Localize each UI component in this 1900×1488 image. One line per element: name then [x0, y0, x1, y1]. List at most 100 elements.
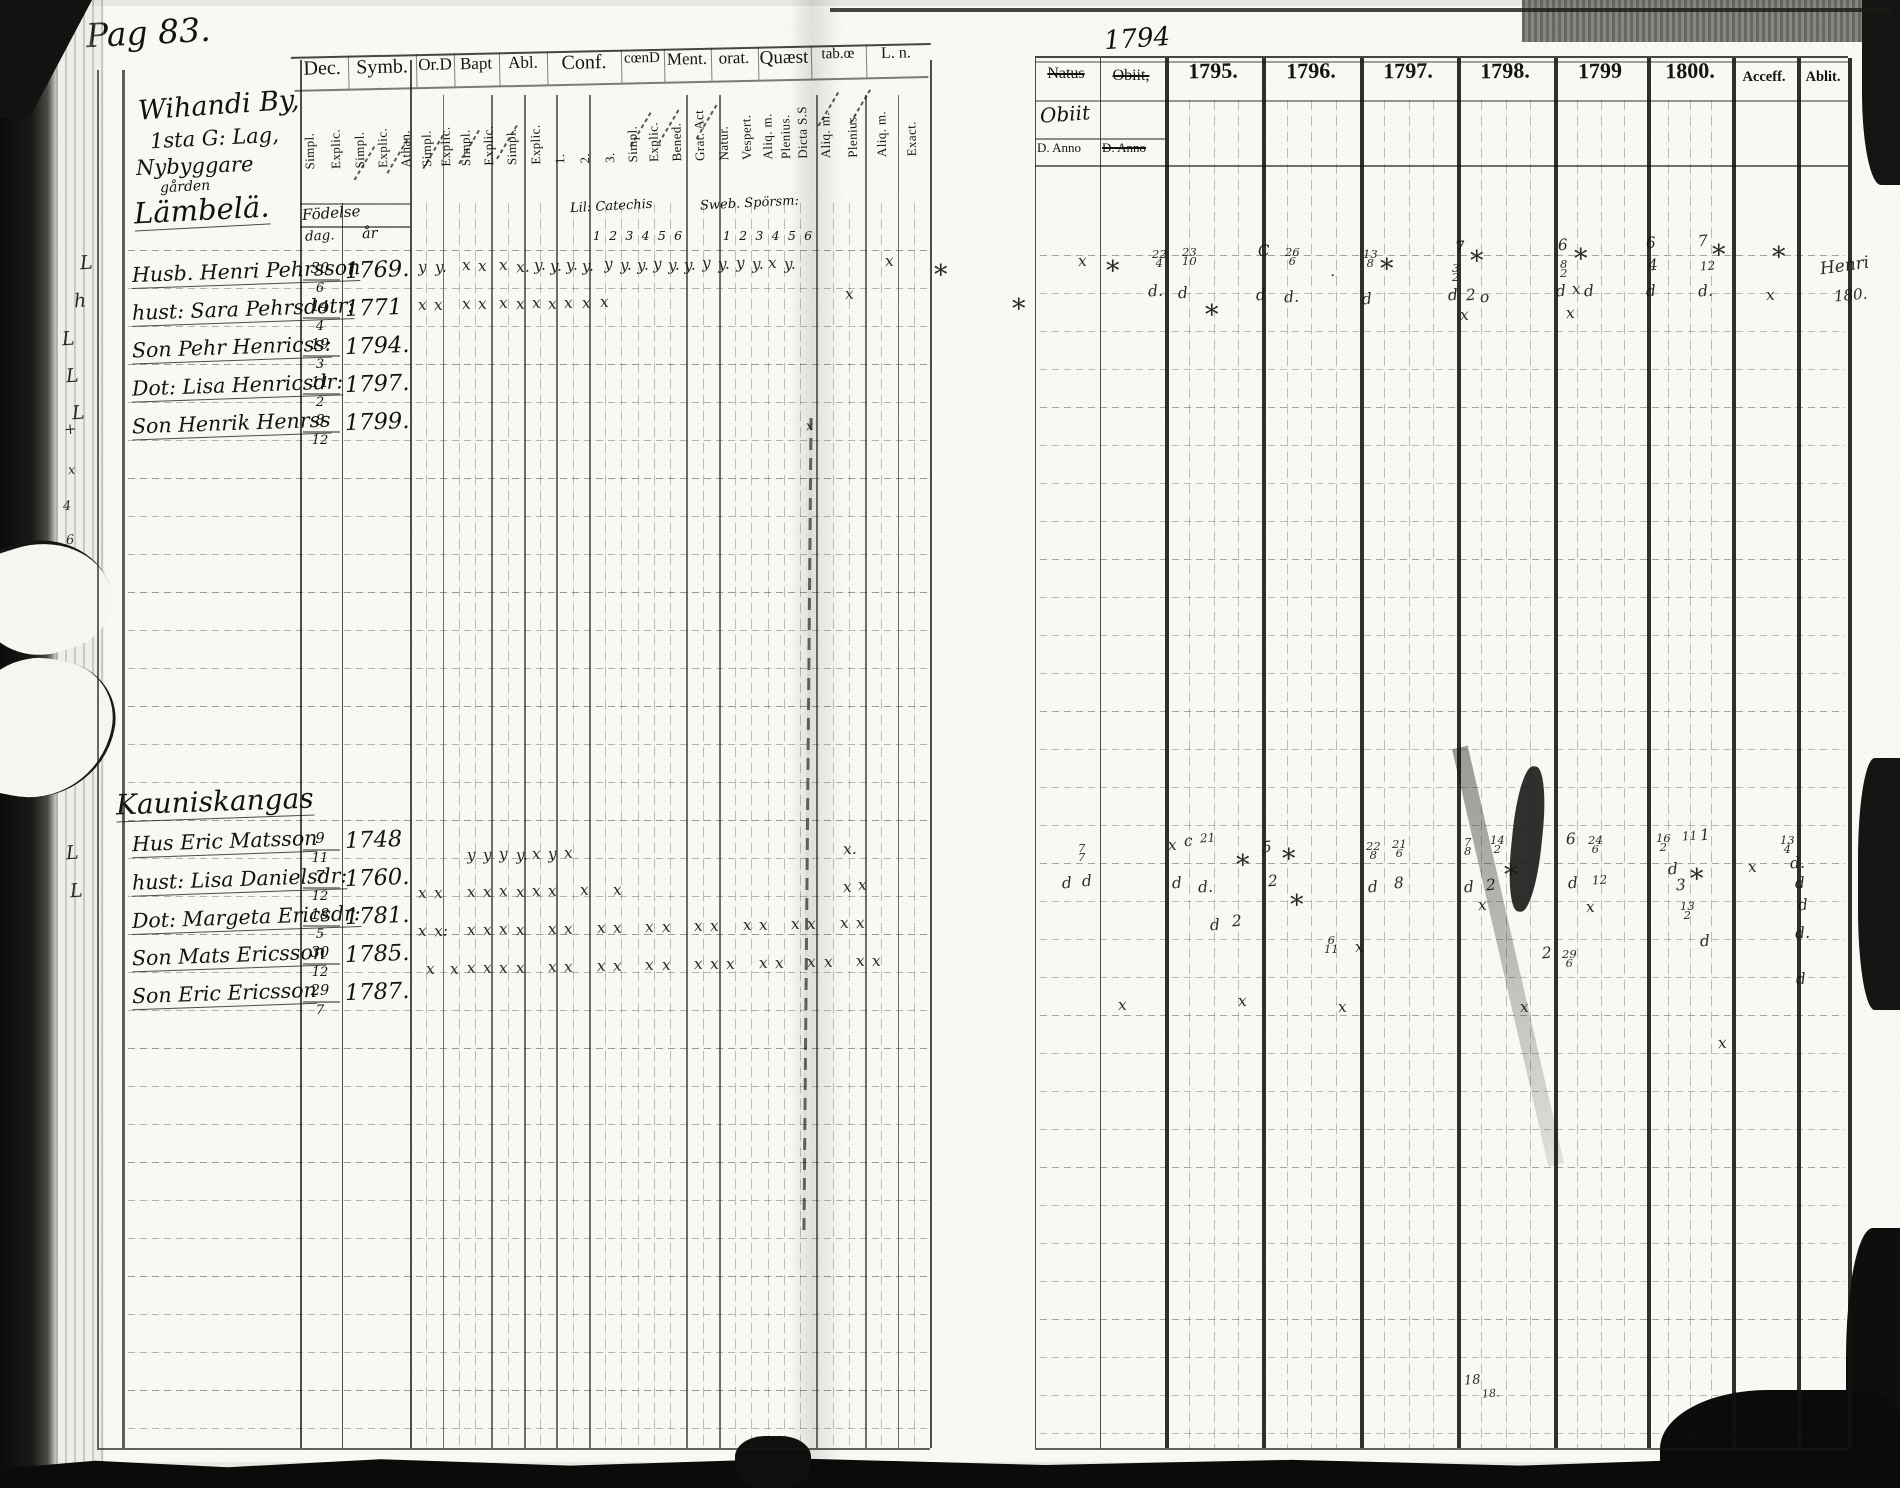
attendance-mark: x — [612, 880, 623, 900]
right-group-divider — [1554, 58, 1558, 1448]
left-sub-column-line — [475, 203, 477, 1448]
left-sub-column-line — [621, 203, 623, 1448]
abiit-column-header: Ablit. — [1805, 69, 1841, 85]
catechism-number: 5 — [657, 228, 666, 243]
column-sub-label: Explic. — [645, 121, 662, 163]
column-sub-label: Simpl. — [351, 131, 368, 169]
fraction-part: 13 — [1780, 833, 1795, 847]
left-grid-row-line — [128, 1086, 930, 1088]
left-grid-row-line — [128, 1124, 930, 1126]
column-sub-label: Explic. — [327, 128, 344, 170]
right-sub-column-line — [1529, 100, 1531, 1448]
fraction-part: 10 — [1182, 254, 1197, 269]
attendance-mark: x — [417, 883, 428, 903]
communion-mark: d. — [1794, 923, 1811, 943]
column-sub-label: Dicta S.S — [794, 105, 811, 159]
communion-mark: d — [1171, 873, 1183, 893]
fraction-part: 8 — [1464, 844, 1472, 859]
attendance-mark: x — [806, 914, 817, 934]
fraction-part: 8 — [1366, 256, 1374, 271]
attendance-mark: x — [498, 881, 509, 901]
d-anno-left-label: D. Anno — [1037, 140, 1082, 155]
right-group-divider — [1797, 58, 1801, 1448]
left-sub-column-line — [426, 203, 428, 1448]
attendance-mark: x — [844, 284, 855, 304]
obiit-column-header: Obiit, — [1112, 67, 1150, 84]
attendance-mark: x — [758, 953, 769, 973]
attendance-mark: y. — [515, 845, 529, 865]
birth-day: 14 — [310, 299, 330, 315]
attendance-mark: x — [547, 957, 558, 977]
right-grid-row-line — [1040, 749, 1845, 751]
left-grid-row-line — [128, 1238, 930, 1240]
communion-mark: x — [1167, 835, 1178, 855]
communion-mark: x — [884, 251, 895, 271]
attendance-mark: L — [61, 327, 76, 351]
communion-mark-date-fraction: 23 10 — [1182, 245, 1197, 269]
birth-year: 1769. — [344, 255, 410, 285]
fraction-part: 2 — [1493, 842, 1501, 857]
birth-fraction-line — [303, 279, 340, 281]
communion-mark-date-fraction: 21 6 — [1392, 838, 1407, 859]
communion-mark: x — [1565, 303, 1576, 323]
right-grid-row-line — [1040, 559, 1845, 561]
right-column-line — [1035, 58, 1037, 1448]
fraction-part: 2 — [1452, 270, 1460, 285]
left-grid-row-line — [128, 820, 930, 822]
communion-mark-star: * — [1690, 864, 1704, 895]
communion-mark: d — [1367, 877, 1379, 897]
attendance-mark: x — [449, 959, 460, 979]
attendance-mark: L — [65, 841, 80, 865]
birth-day: 29 — [310, 983, 330, 999]
left-sub-column-line — [702, 203, 704, 1448]
fraction-part: 23 — [1182, 245, 1197, 259]
attendance-mark: x — [531, 881, 542, 901]
communion-mark-date-fraction: 14 2 — [1490, 833, 1505, 857]
communion-mark-star: * — [1205, 300, 1219, 331]
birth-header-top-line — [300, 203, 410, 205]
attendance-mark: x — [547, 919, 558, 939]
right-grid-row-line — [1040, 635, 1845, 637]
communion-mark: 2 — [1267, 871, 1279, 891]
question-number: 4 — [771, 228, 780, 243]
fraction-part: 14 — [1490, 833, 1505, 847]
right-grid-row-line — [1040, 863, 1845, 865]
left-grid-row-line — [128, 592, 930, 594]
year-header: 1799 — [1577, 57, 1623, 84]
communion-mark: 6 — [1565, 829, 1577, 849]
attendance-mark: x — [855, 951, 866, 971]
communion-mark: c — [1183, 831, 1194, 851]
attendance-mark: y. — [549, 256, 563, 276]
right-group-divider — [1647, 58, 1651, 1448]
attendance-mark: 6 — [65, 532, 75, 549]
attendance-mark: x — [477, 294, 488, 314]
attendance-mark: x — [596, 956, 607, 976]
communion-mark: 6 — [1557, 235, 1569, 255]
birth-month: 2 — [315, 395, 325, 410]
attendance-mark: y. — [581, 256, 595, 276]
birth-day: 8 — [315, 413, 325, 429]
right-grid-row-line — [1040, 673, 1845, 675]
attendance-mark: x — [547, 294, 558, 314]
right-grid-row-line — [1040, 597, 1845, 599]
attendance-mark: x — [498, 958, 509, 978]
attendance-mark: x — [693, 954, 704, 974]
right-group-divider — [1262, 58, 1266, 1448]
attendance-mark: y — [466, 845, 477, 865]
attendance-mark: x — [531, 844, 542, 864]
left-sub-column-line — [800, 203, 802, 1448]
communion-mark: 2 — [1231, 911, 1243, 931]
fraction-part: 2 — [1659, 840, 1667, 855]
right-grid-row-line — [1040, 939, 1845, 941]
attendance-mark: x. — [842, 839, 858, 859]
right-grid-row-line — [1040, 521, 1845, 523]
right-sub-column-line — [1668, 100, 1670, 1448]
communion-mark: d — [1255, 285, 1267, 305]
right-grid-row-line — [1040, 1053, 1845, 1055]
left-grid-row-line — [128, 1428, 930, 1430]
communion-mark: 8 — [1393, 873, 1405, 893]
fraction-part: 7 — [1078, 841, 1086, 855]
left-grid-row-line — [128, 478, 930, 480]
